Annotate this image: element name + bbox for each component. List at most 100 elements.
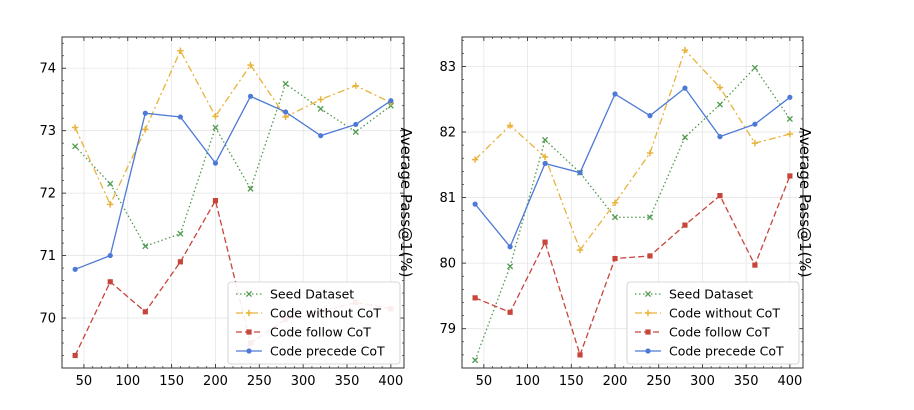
data-point <box>612 91 618 97</box>
data-point <box>507 263 514 270</box>
y-tick-label: 70 <box>39 312 56 327</box>
data-point <box>542 239 548 245</box>
data-point <box>507 244 513 250</box>
data-point <box>611 214 619 221</box>
x-tick-label: 150 <box>159 374 184 389</box>
legend-item: Code precede CoT <box>635 344 784 359</box>
x-tick-label: 150 <box>559 374 584 389</box>
data-point <box>72 352 78 359</box>
data-point <box>72 266 78 272</box>
data-point <box>247 93 254 99</box>
legend-marker <box>644 290 652 298</box>
legend-marker <box>645 348 651 354</box>
data-point <box>787 94 793 100</box>
series-code-without-cot <box>471 46 794 254</box>
y-axis-label: Average Pass@1(%) <box>397 127 415 277</box>
x-tick-label: 350 <box>734 374 759 389</box>
data-point <box>107 180 114 187</box>
data-point <box>786 115 793 122</box>
data-point <box>177 259 183 265</box>
data-point <box>542 160 548 167</box>
x-tick-label: 300 <box>291 374 316 389</box>
x-tick-label: 50 <box>76 374 93 389</box>
series-line <box>74 82 392 248</box>
data-point <box>283 109 289 115</box>
y-tick-label: 81 <box>439 191 456 206</box>
x-tick-label: 200 <box>603 374 628 389</box>
legend-label: Code without CoT <box>270 306 381 321</box>
data-point <box>577 352 583 358</box>
y-tick-label: 80 <box>439 257 456 272</box>
data-point <box>352 82 359 89</box>
data-point <box>752 121 758 127</box>
y-tick-label: 72 <box>39 187 56 202</box>
data-point <box>612 255 618 262</box>
data-point <box>682 85 688 91</box>
y-tick-label: 73 <box>39 124 56 139</box>
legend-item: Code without CoT <box>635 306 780 321</box>
legend-marker <box>246 348 252 354</box>
series-line <box>474 175 791 357</box>
data-point <box>577 170 583 176</box>
series-line <box>474 66 791 361</box>
data-point <box>318 133 324 139</box>
data-point <box>716 101 723 108</box>
data-point <box>71 124 79 131</box>
series-seed-dataset <box>72 80 394 250</box>
series-line <box>74 198 391 356</box>
data-point <box>142 243 149 250</box>
data-point <box>787 173 793 179</box>
y-tick-label: 82 <box>439 126 456 141</box>
legend-marker <box>245 309 253 317</box>
x-tick-label: 250 <box>646 374 671 389</box>
data-point <box>177 47 184 54</box>
data-point <box>646 214 654 221</box>
legend-label: Seed Dataset <box>669 287 753 302</box>
x-tick-label: 350 <box>335 374 360 389</box>
data-point <box>177 114 183 120</box>
legend: Seed Dataset Code without CoT Code follow … <box>227 281 401 365</box>
data-point <box>716 84 724 91</box>
y-tick-label: 79 <box>439 322 456 337</box>
data-point <box>317 105 324 112</box>
y-tick-label: 83 <box>439 60 456 75</box>
data-point <box>107 279 113 285</box>
legend-box <box>227 281 401 365</box>
chart-panel-1: 50 100 150 200 250 300 350 400 70 71 72 73 74 Average… <box>39 36 415 389</box>
data-point <box>507 309 513 315</box>
series-line <box>474 48 791 252</box>
data-point <box>472 295 478 301</box>
data-point <box>681 46 689 54</box>
legend-item: Code follow CoT <box>236 325 371 340</box>
data-point <box>541 153 549 161</box>
data-point <box>647 113 653 119</box>
data-point <box>72 143 79 150</box>
legend: Seed Dataset Code without CoT Code follow … <box>626 281 800 365</box>
data-point <box>212 160 219 166</box>
series-line <box>74 49 392 206</box>
x-tick-label: 400 <box>777 374 802 389</box>
data-point <box>611 199 619 207</box>
y-tick-label: 71 <box>39 249 56 264</box>
data-point <box>282 113 289 121</box>
data-point <box>107 252 113 259</box>
data-point <box>751 64 758 71</box>
data-point <box>681 134 689 141</box>
x-tick-label: 300 <box>690 374 715 389</box>
data-point <box>212 198 219 204</box>
data-point <box>177 230 184 237</box>
series-line <box>74 95 392 270</box>
data-point <box>317 96 324 103</box>
data-point <box>472 357 479 364</box>
legend-marker <box>245 290 253 298</box>
legend-marker <box>645 329 651 335</box>
data-point <box>353 121 359 128</box>
series-code-precede-cot <box>72 93 394 272</box>
x-tick-label: 400 <box>378 374 403 389</box>
legend-box <box>626 281 800 365</box>
data-point <box>247 61 254 69</box>
legend-label: Code follow CoT <box>270 325 371 340</box>
series-code-follow-cot <box>472 173 793 358</box>
data-point <box>212 124 219 131</box>
data-point <box>647 253 653 259</box>
